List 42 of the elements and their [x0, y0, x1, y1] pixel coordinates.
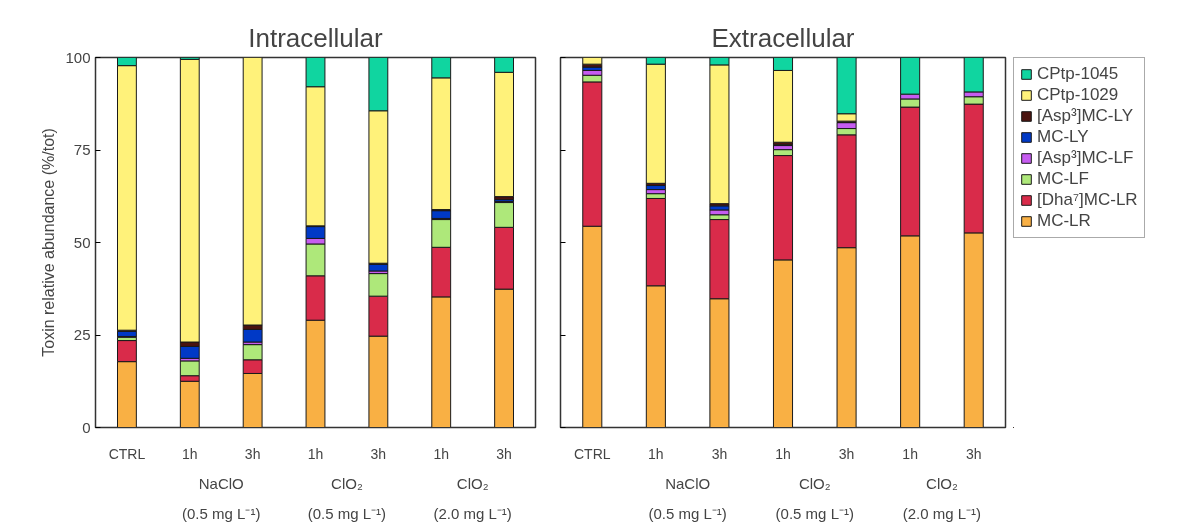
y-tick-label: 75	[73, 141, 91, 158]
y-tick-label: 50	[73, 233, 91, 251]
y-axis-title: Toxin relative abundance (%/tot)	[40, 128, 58, 357]
legend-label: [Asp³]MC-LY	[1037, 106, 1134, 126]
y-tick-label: 100	[65, 48, 91, 66]
text: NaClO	[198, 474, 244, 492]
x-tick-label: 3h	[496, 445, 512, 462]
x-tick-label: 3h	[838, 445, 855, 462]
text: (2.0 mg L⁻¹)	[902, 504, 982, 522]
x-tick-label: 1h	[182, 445, 198, 462]
text: (0.5 mg L⁻¹)	[307, 504, 387, 522]
x-tick-label: 1h	[902, 445, 918, 462]
text: ClO₂	[926, 474, 958, 492]
y-tick-label: 0	[82, 418, 91, 436]
x-tick-label: 3h	[244, 445, 261, 462]
chart-title: Extracellular	[711, 22, 855, 53]
x-tick-label: 1h	[433, 445, 450, 462]
text: ClO₂	[331, 474, 363, 492]
text: NaClO	[665, 474, 711, 492]
x-tick-label: 1h	[307, 445, 324, 462]
text: (0.5 mg L⁻¹)	[775, 504, 854, 522]
x-tick-label: 3h	[711, 445, 728, 462]
legend-label: MC-LY	[1037, 127, 1089, 147]
text: ClO₂	[798, 474, 831, 492]
text: (0.5 mg L⁻¹)	[648, 504, 727, 522]
legend-label: CPtp-1045	[1037, 64, 1119, 84]
legend-label: CPtp-1029	[1037, 85, 1119, 105]
x-tick-label: 3h	[370, 445, 387, 462]
legend-label: MC-LR	[1037, 211, 1091, 231]
legend-label: MC-LF	[1037, 169, 1089, 189]
legend-label: [Dha⁷]MC-LR	[1037, 190, 1138, 210]
text: ClO₂	[456, 474, 489, 492]
x-tick-label: CTRL	[108, 445, 146, 462]
x-tick-label: 1h	[648, 445, 664, 462]
x-tick-label: 3h	[965, 445, 982, 462]
x-tick-label: CTRL	[574, 445, 611, 462]
y-tick-label: 25	[73, 326, 91, 343]
text: (0.5 mg L⁻¹)	[182, 504, 261, 522]
x-tick-label: 1h	[775, 445, 791, 462]
legend-label: [Asp³]MC-LF	[1037, 148, 1134, 168]
text: (2.0 mg L⁻¹)	[433, 504, 512, 522]
chart-title: Intracellular	[248, 22, 384, 53]
